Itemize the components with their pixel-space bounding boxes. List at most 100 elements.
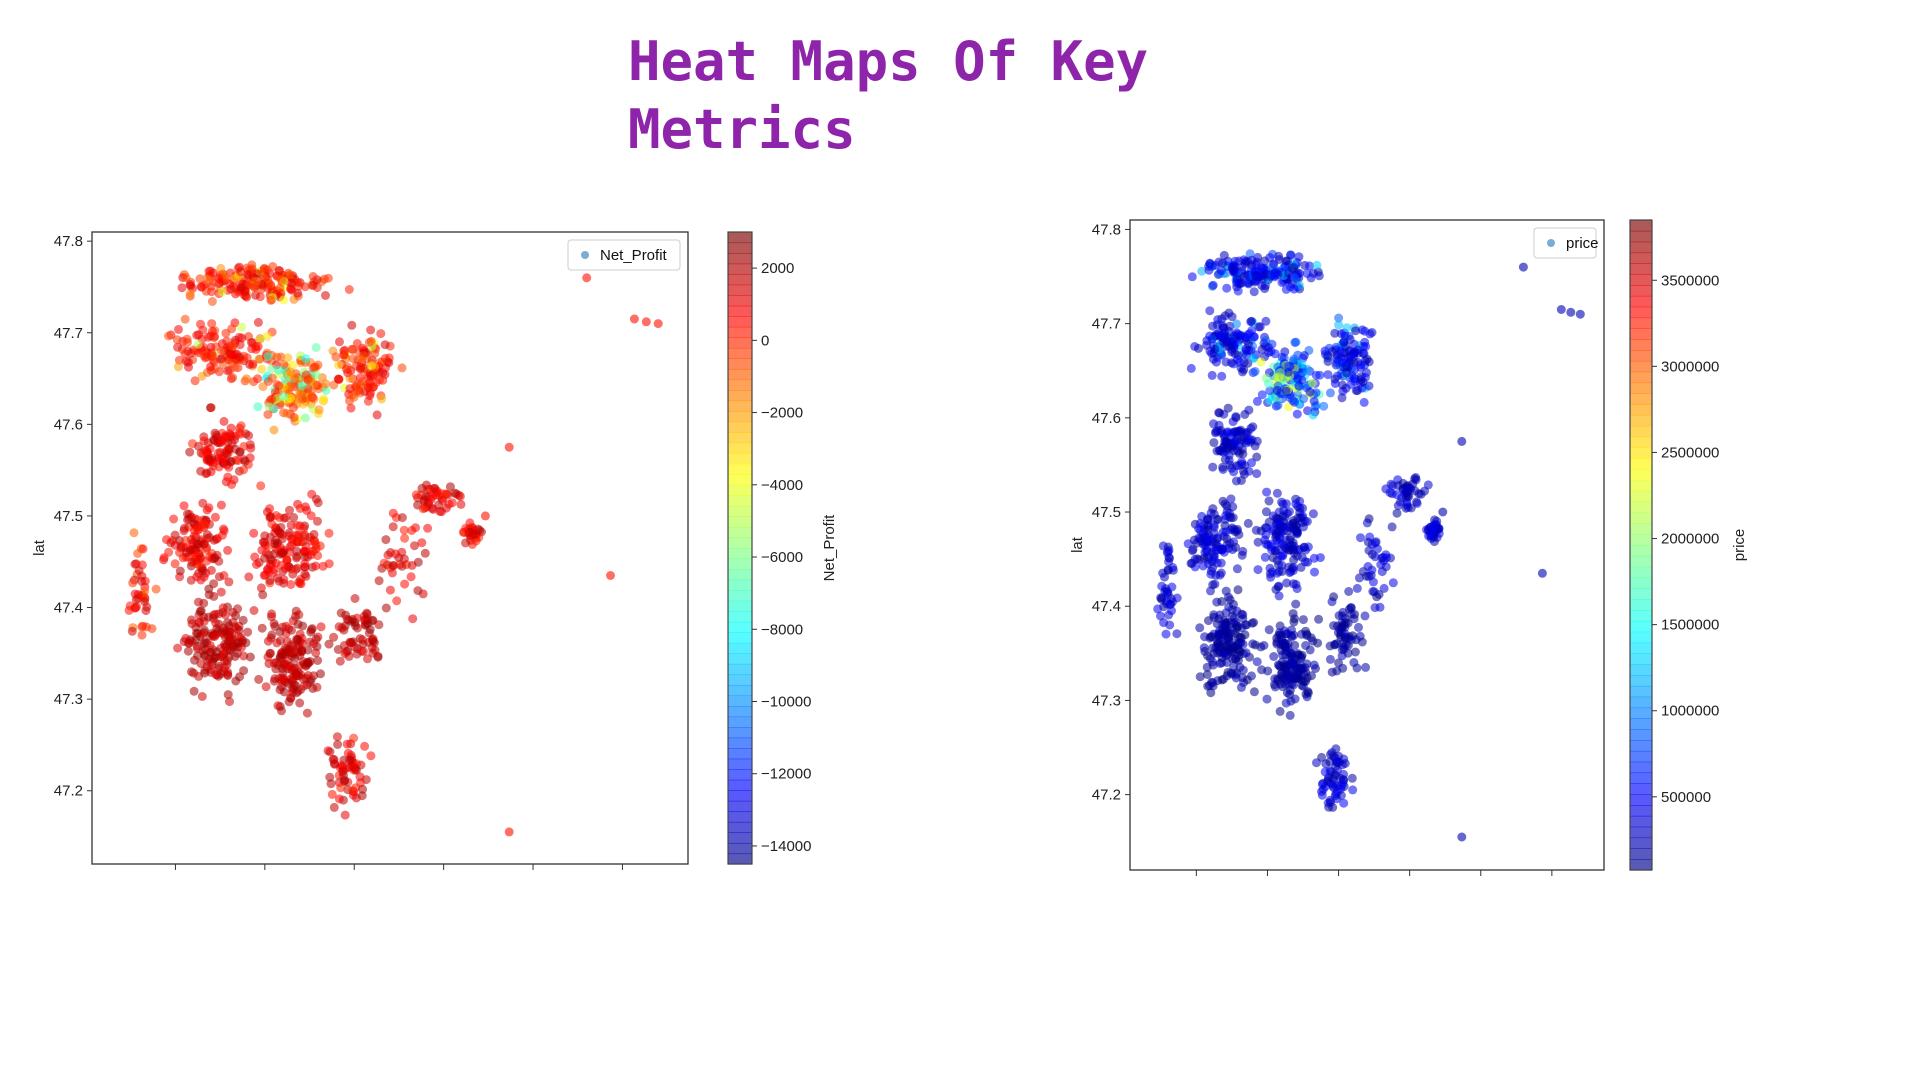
data-point xyxy=(441,503,451,513)
data-point xyxy=(285,505,294,515)
data-point xyxy=(1325,388,1335,398)
data-point xyxy=(250,552,260,562)
data-point xyxy=(363,619,372,629)
data-point xyxy=(280,374,290,384)
data-point xyxy=(1214,257,1224,267)
colorbar: 2000 0 −2000 −4000 −6000 −8000 −10000 −12000 −14… xyxy=(727,231,838,865)
data-point xyxy=(366,325,376,335)
data-point xyxy=(244,572,254,582)
data-point xyxy=(221,610,230,620)
data-point xyxy=(1296,652,1306,662)
data-point xyxy=(1217,545,1227,555)
data-point xyxy=(1227,463,1236,473)
data-point xyxy=(324,559,334,569)
data-point xyxy=(316,669,325,679)
data-point xyxy=(308,272,318,281)
data-point xyxy=(1238,546,1248,556)
data-point xyxy=(1163,547,1173,557)
data-point xyxy=(411,490,421,500)
data-point xyxy=(232,624,242,634)
data-point xyxy=(411,523,420,533)
data-point xyxy=(1294,381,1304,391)
data-point xyxy=(265,511,275,521)
data-point xyxy=(1323,777,1333,786)
data-point xyxy=(257,623,267,633)
data-point xyxy=(480,511,490,521)
data-point xyxy=(267,364,277,374)
data-point xyxy=(1269,652,1279,661)
colorbar-band xyxy=(1630,740,1652,752)
data-point xyxy=(222,656,232,666)
data-point xyxy=(1368,577,1378,587)
data-point xyxy=(1290,273,1300,283)
data-point xyxy=(253,402,263,412)
colorbar-band xyxy=(1630,750,1652,763)
data-point xyxy=(230,652,240,661)
data-point xyxy=(372,410,382,420)
data-point xyxy=(1267,567,1277,577)
data-point xyxy=(1349,658,1359,667)
data-point xyxy=(1224,592,1233,602)
data-point xyxy=(380,353,390,363)
colorbar-band xyxy=(1630,458,1652,470)
data-point xyxy=(217,287,227,297)
data-point xyxy=(1367,539,1377,549)
data-point xyxy=(1218,321,1228,331)
data-point xyxy=(1346,609,1356,619)
data-point xyxy=(1289,518,1299,528)
data-point xyxy=(181,273,191,283)
data-point xyxy=(370,645,380,655)
data-point xyxy=(335,337,344,347)
data-point xyxy=(1337,393,1347,403)
data-point xyxy=(370,368,380,378)
data-point xyxy=(408,614,418,624)
data-point xyxy=(1331,756,1341,766)
data-point xyxy=(183,509,192,519)
data-point xyxy=(1277,560,1287,570)
data-point xyxy=(295,578,305,588)
colorbar-band xyxy=(1630,447,1652,459)
colorbar-band xyxy=(1630,328,1652,340)
data-point xyxy=(306,511,316,521)
data-point xyxy=(1227,646,1237,656)
colorbar-band xyxy=(728,505,752,517)
data-point xyxy=(1157,594,1166,604)
data-point xyxy=(251,290,260,300)
data-point xyxy=(1218,462,1228,472)
data-point xyxy=(1216,266,1226,276)
data-point xyxy=(1208,563,1218,573)
data-point xyxy=(418,504,428,514)
data-point xyxy=(255,334,265,344)
data-point xyxy=(1372,592,1382,602)
data-point xyxy=(1209,438,1219,448)
data-point xyxy=(1233,585,1243,595)
data-point xyxy=(340,649,350,659)
data-point xyxy=(170,540,180,550)
colorbar-band xyxy=(1630,729,1652,741)
y-tick-label: 47.7 xyxy=(54,325,83,342)
data-point xyxy=(432,488,442,497)
colorbar-band xyxy=(728,748,752,760)
data-point xyxy=(278,674,288,684)
colorbar-band xyxy=(728,653,752,665)
colorbar-tick-label: 2500000 xyxy=(1661,444,1719,461)
data-point xyxy=(347,320,357,330)
colorbar-band xyxy=(728,821,752,833)
colorbar-band xyxy=(728,411,752,423)
data-point xyxy=(276,352,286,362)
data-point xyxy=(314,405,324,415)
data-point xyxy=(1205,306,1215,316)
data-point xyxy=(336,783,346,793)
data-point xyxy=(247,260,257,270)
colorbar-band xyxy=(1630,620,1652,633)
colorbar-band xyxy=(1630,285,1652,297)
data-point xyxy=(1367,549,1377,559)
data-point xyxy=(239,666,249,676)
data-point xyxy=(267,630,277,640)
data-point xyxy=(1305,387,1315,397)
data-point xyxy=(397,513,407,523)
data-point xyxy=(323,273,333,283)
data-point xyxy=(204,503,214,513)
data-point xyxy=(1256,357,1266,367)
colorbar-band xyxy=(728,453,752,465)
